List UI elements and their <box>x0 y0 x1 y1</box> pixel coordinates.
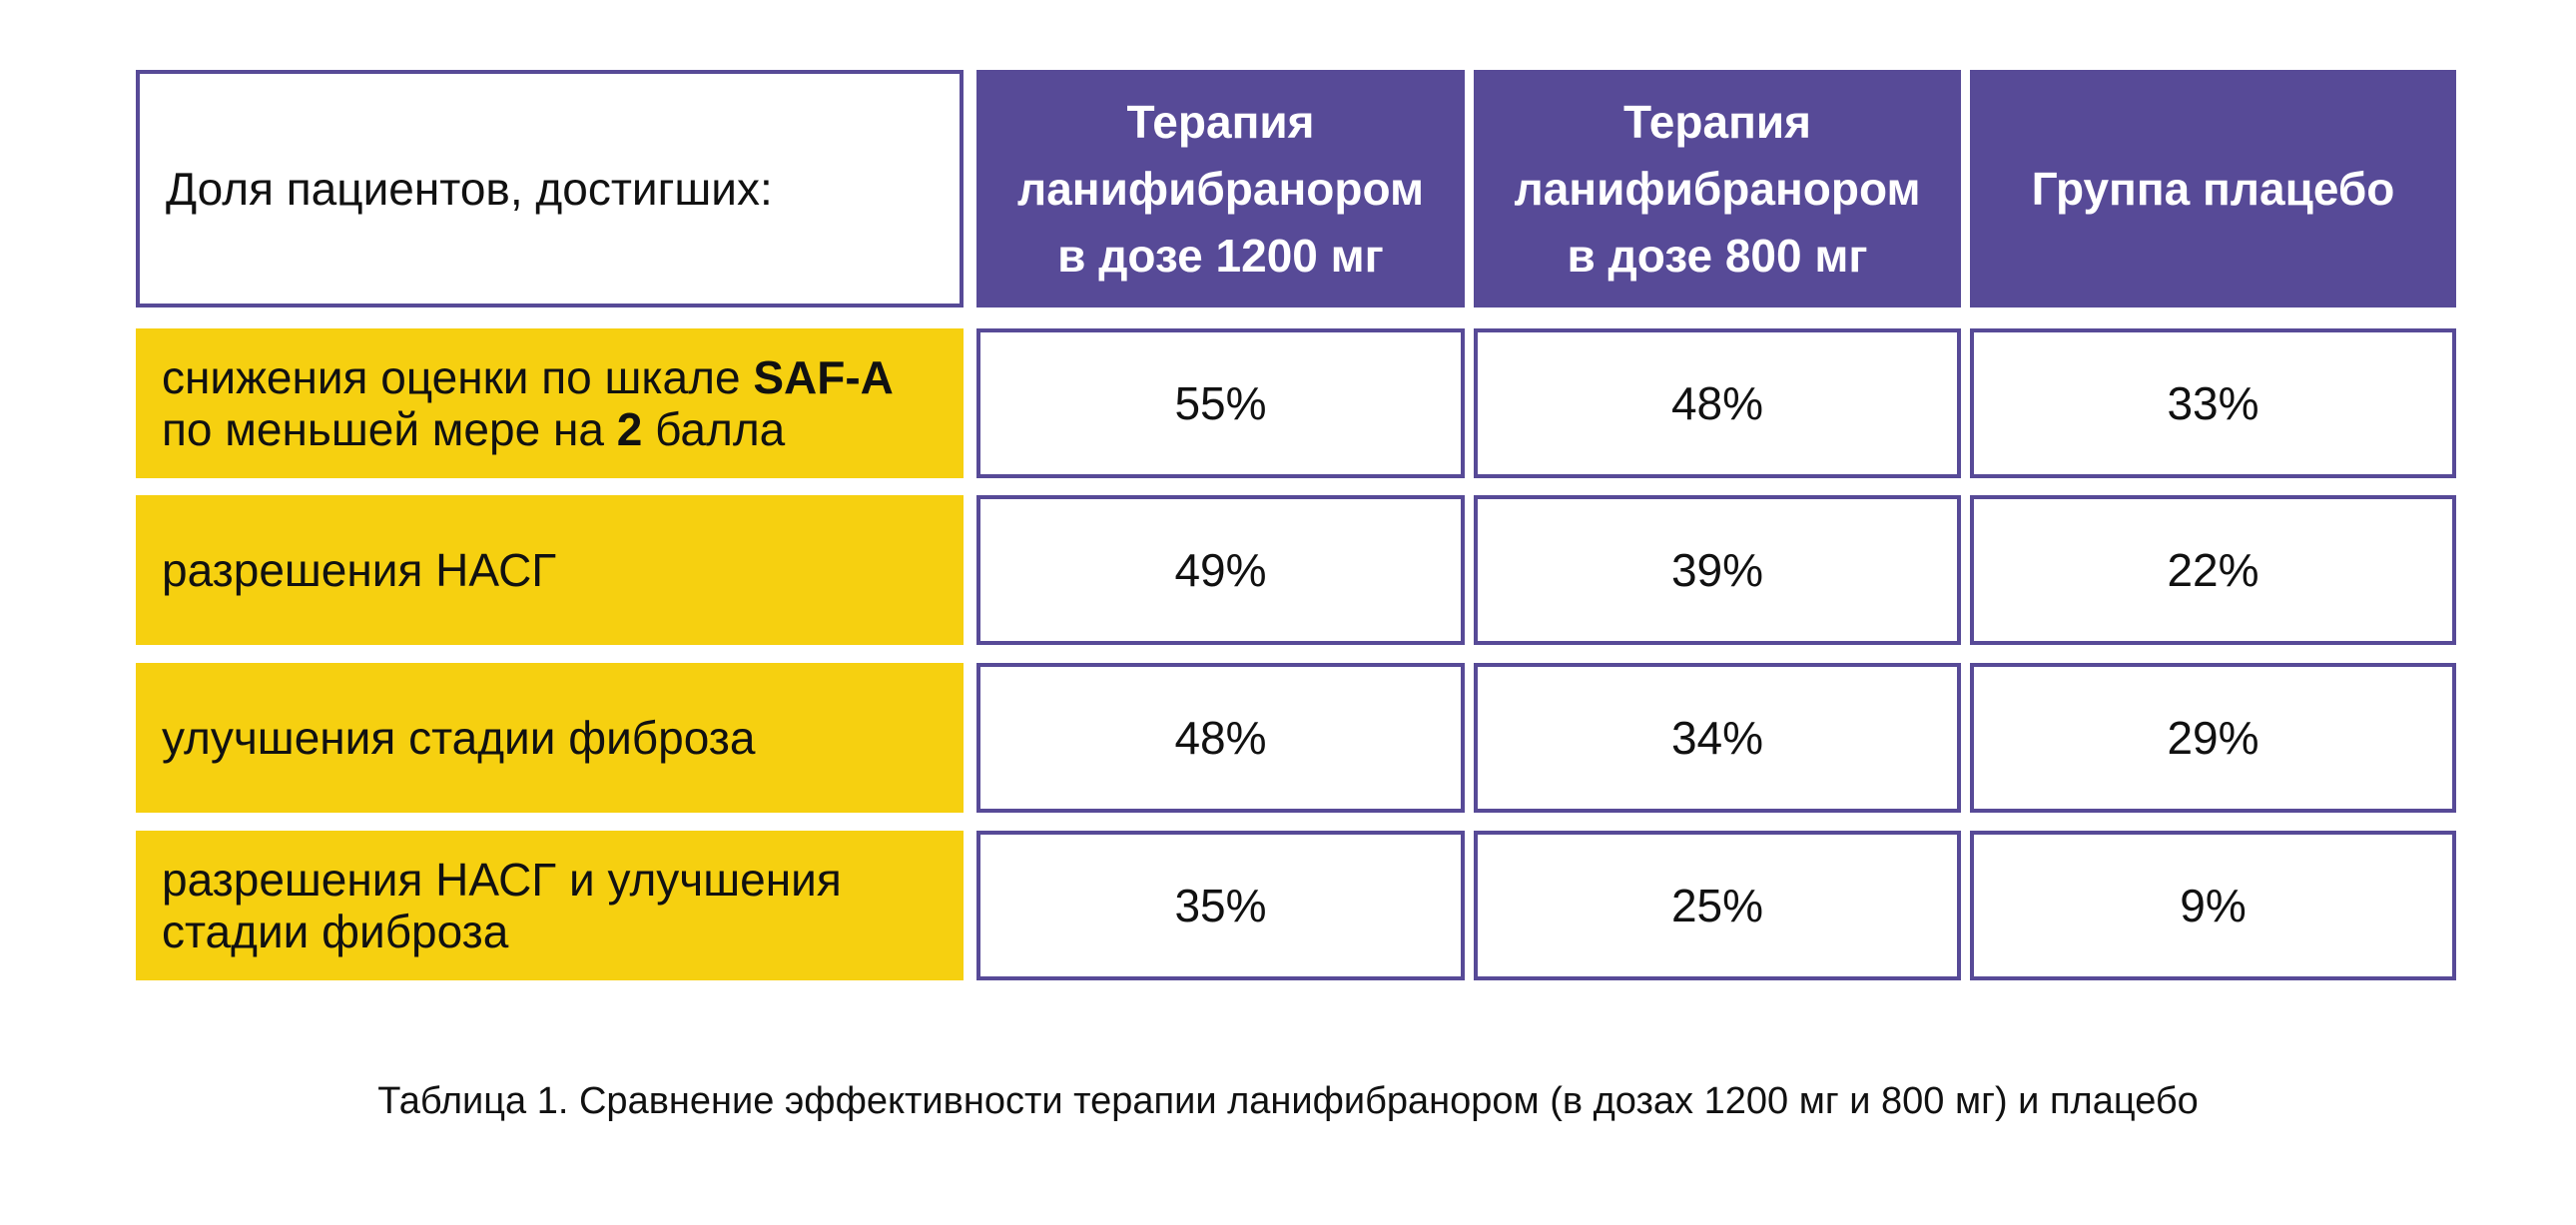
header-label: Доля пациентов, достигших: <box>166 163 773 215</box>
header-col-800mg: Терапия ланифибранором в дозе 800 мг <box>1474 70 1961 307</box>
header-col-2-line-3: в дозе 800 мг <box>1567 229 1868 282</box>
value-cell: 22% <box>1970 495 2456 645</box>
value-cell: 49% <box>976 495 1465 645</box>
row-label-cell: разрешения НАСГ и улучшения стадии фиброз… <box>136 831 964 980</box>
value-cell: 35% <box>976 831 1465 980</box>
value-text: 48% <box>1670 377 1764 429</box>
header-label-cell: Доля пациентов, достигших: <box>136 70 964 307</box>
row-label-line: разрешения НАСГ <box>162 544 556 596</box>
value-text: 34% <box>1670 712 1764 764</box>
value-text: 39% <box>1670 544 1764 596</box>
header-col-1-line-1: Терапия <box>1126 95 1315 148</box>
value-text: 49% <box>1174 544 1267 596</box>
row-label-emphasis: SAF-A <box>753 351 894 403</box>
value-cell: 39% <box>1474 495 1961 645</box>
row-label-emphasis: 2 <box>616 403 643 455</box>
row-label-text: снижения оценки по шкале <box>162 351 754 403</box>
row-label-line: улучшения стадии фиброза <box>162 712 755 764</box>
value-cell: 29% <box>1970 663 2456 813</box>
row-label-text: улучшения стадии фиброза <box>162 712 756 764</box>
row-label-line: разрешения НАСГ и улучшения <box>162 854 842 906</box>
header-col-1-line-2: ланифибранором <box>1017 162 1424 215</box>
value-text: 22% <box>2167 544 2259 596</box>
row-label-line: снижения оценки по шкале SAF-A <box>162 351 894 403</box>
value-cell: 25% <box>1474 831 1961 980</box>
value-cell: 48% <box>1474 328 1961 478</box>
row-label-line: по меньшей мере на 2 балла <box>162 403 894 455</box>
row-label-cell: улучшения стадии фиброза <box>136 663 964 813</box>
value-cell: 34% <box>1474 663 1961 813</box>
row-label-text: по меньшей мере на <box>162 403 617 455</box>
value-cell: 48% <box>976 663 1465 813</box>
row-label-text: разрешения НАСГ и улучшения <box>162 854 842 906</box>
header-col-2-line-1: Терапия <box>1623 95 1811 148</box>
value-text: 29% <box>2167 712 2259 764</box>
value-cell: 9% <box>1970 831 2456 980</box>
header-col-2-line-2: ланифибранором <box>1514 162 1921 215</box>
row-label-text: разрешения НАСГ <box>162 544 557 596</box>
value-text: 55% <box>1174 377 1267 429</box>
header-col-1200mg: Терапия ланифибранором в дозе 1200 мг <box>976 70 1465 307</box>
value-text: 25% <box>1670 880 1764 931</box>
row-label-cell: снижения оценки по шкале SAF-A по меньшей… <box>136 328 964 478</box>
header-col-3-line-1: Группа плацебо <box>2031 162 2395 215</box>
row-label-text: стадии фиброза <box>162 906 509 957</box>
row-label-cell: разрешения НАСГ <box>136 495 964 645</box>
value-text: 9% <box>2180 880 2247 931</box>
header-col-1-line-3: в дозе 1200 мг <box>1057 229 1384 282</box>
value-text: 48% <box>1174 712 1267 764</box>
value-text: 35% <box>1174 880 1267 931</box>
value-cell: 55% <box>976 328 1465 478</box>
value-cell: 33% <box>1970 328 2456 478</box>
value-text: 33% <box>2167 377 2259 429</box>
header-col-placebo: Группа плацебо <box>1970 70 2456 307</box>
table-caption: Таблица 1. Сравнение эффективности терап… <box>377 1080 2199 1122</box>
row-label-line: стадии фиброза <box>162 906 842 957</box>
row-label-text: балла <box>642 403 786 455</box>
